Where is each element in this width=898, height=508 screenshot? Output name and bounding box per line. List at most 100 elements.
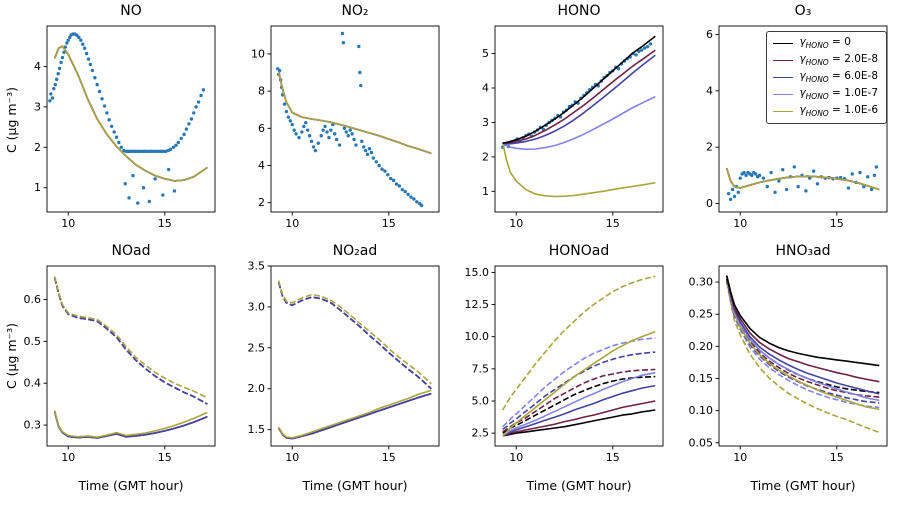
plot-title-no2ad: NO₂ad — [332, 243, 378, 259]
svg-text:10: 10 — [733, 217, 747, 230]
svg-text:0.15: 0.15 — [689, 372, 714, 385]
svg-text:4: 4 — [34, 60, 41, 73]
svg-text:4: 4 — [258, 159, 265, 172]
svg-text:2.0: 2.0 — [248, 382, 266, 395]
svg-text:0.20: 0.20 — [689, 340, 714, 353]
x-axis-label: Time (GMT hour) — [302, 478, 408, 493]
legend-entry: γHONO = 2.0E-8 — [773, 53, 878, 67]
svg-text:4: 4 — [706, 84, 713, 97]
svg-text:10.0: 10.0 — [465, 330, 490, 343]
svg-text:2: 2 — [34, 141, 41, 154]
svg-text:10: 10 — [509, 217, 523, 230]
plot-title-hno3ad: HNO₃ad — [775, 243, 831, 259]
honoad-plot-area: 2.5 5.0 7.5 10.0 12.5 15.0 10 15 — [465, 265, 664, 464]
svg-text:0: 0 — [706, 197, 713, 210]
no-plot-area: 1 2 3 4 10 15 — [34, 25, 216, 230]
svg-text:0.25: 0.25 — [689, 308, 714, 321]
svg-text:6: 6 — [258, 122, 265, 135]
svg-text:0.05: 0.05 — [689, 436, 714, 449]
svg-text:6: 6 — [706, 28, 713, 41]
svg-text:15: 15 — [158, 451, 172, 464]
plot-title-no2: NO₂ — [341, 3, 369, 19]
subplot-hno3ad: HNO₃ad 0.05 0.10 0.15 0.20 0.25 0.30 10 15 Time… — [673, 240, 897, 508]
legend: γHONO = 0 γHONO = 2.0E-8 γHONO = 6.0E-8 γHO… — [766, 31, 887, 125]
svg-text:0.5: 0.5 — [24, 335, 42, 348]
y-axis-label: C (μg m⁻³) — [4, 322, 19, 390]
legend-line-sample — [773, 59, 794, 61]
plot-title-hono: HONO — [557, 3, 601, 19]
subplot-o3: O₃ 0 2 4 6 10 15 γHONO = 0 γHONO = 2.0E-8 γHONO… — [673, 0, 897, 240]
legend-entry: γHONO = 1.0E-7 — [773, 87, 878, 101]
svg-text:0.30: 0.30 — [689, 276, 714, 289]
svg-text:3: 3 — [482, 116, 489, 129]
subplot-no: NO 1 2 3 4 10 15 C (μg m⁻³) — [1, 0, 225, 240]
subplot-no2: NO₂ 2 4 6 8 10 10 15 — [225, 0, 449, 240]
svg-text:10: 10 — [733, 451, 747, 464]
noad-plot-area: 0.3 0.4 0.5 0.6 10 15 — [24, 265, 216, 464]
y-axis-label: C (μg m⁻³) — [4, 86, 19, 154]
svg-text:4: 4 — [482, 82, 489, 95]
legend-label: γHONO = 1.0E-7 — [799, 87, 878, 102]
svg-text:3.5: 3.5 — [248, 260, 266, 273]
svg-text:0.3: 0.3 — [24, 419, 42, 432]
svg-text:10: 10 — [61, 451, 75, 464]
svg-text:15: 15 — [830, 217, 844, 230]
svg-text:3: 3 — [34, 100, 41, 113]
subplot-no2ad: NO₂ad 1.5 2.0 2.5 3.0 3.5 10 15 Time (GMT hour… — [225, 240, 449, 508]
svg-text:2: 2 — [706, 141, 713, 154]
o3-plot-area: 0 2 4 6 10 15 — [706, 25, 888, 230]
x-axis-label: Time (GMT hour) — [750, 478, 856, 493]
plot-title-no: NO — [120, 3, 142, 19]
svg-text:10: 10 — [509, 451, 523, 464]
svg-text:15: 15 — [158, 217, 172, 230]
svg-text:1: 1 — [34, 181, 41, 194]
subplot-honoad: HONOad 2.5 5.0 7.5 10.0 12.5 15.0 10 15 Time (G… — [449, 240, 673, 508]
svg-text:2.5: 2.5 — [472, 427, 490, 440]
legend-entry: γHONO = 6.0E-8 — [773, 70, 878, 84]
svg-text:10: 10 — [251, 47, 265, 60]
svg-text:8: 8 — [258, 85, 265, 98]
svg-text:15: 15 — [382, 217, 396, 230]
plot-title-o3: O₃ — [794, 3, 812, 19]
svg-text:0.6: 0.6 — [24, 293, 42, 306]
legend-entry: γHONO = 0 — [773, 36, 878, 50]
legend-line-sample — [773, 93, 794, 95]
svg-text:3.0: 3.0 — [248, 300, 266, 313]
svg-text:10: 10 — [61, 217, 75, 230]
legend-label: γHONO = 2.0E-8 — [799, 53, 878, 68]
svg-text:10: 10 — [285, 451, 299, 464]
hono-plot-area: 1 2 3 4 5 10 15 — [482, 25, 664, 230]
plot-title-noad: NOad — [111, 243, 151, 259]
svg-text:12.5: 12.5 — [465, 298, 490, 311]
legend-line-sample — [773, 76, 794, 78]
legend-line-sample — [773, 110, 794, 112]
svg-text:15.0: 15.0 — [465, 266, 490, 279]
svg-text:15: 15 — [830, 451, 844, 464]
svg-text:0.4: 0.4 — [24, 377, 42, 390]
legend-label: γHONO = 1.0E-6 — [799, 104, 878, 119]
no2-plot-area: 2 4 6 8 10 10 15 — [251, 25, 440, 230]
svg-text:2: 2 — [482, 150, 489, 163]
legend-line-sample — [773, 42, 794, 44]
svg-text:10: 10 — [285, 217, 299, 230]
svg-text:15: 15 — [606, 451, 620, 464]
svg-text:5.0: 5.0 — [472, 395, 490, 408]
legend-label: γHONO = 0 — [799, 36, 851, 51]
subplot-hono: HONO 1 2 3 4 5 10 15 — [449, 0, 673, 240]
svg-text:2.5: 2.5 — [248, 341, 266, 354]
svg-text:15: 15 — [382, 451, 396, 464]
x-axis-label: Time (GMT hour) — [526, 478, 632, 493]
x-axis-label: Time (GMT hour) — [78, 478, 184, 493]
svg-text:15: 15 — [606, 217, 620, 230]
no2ad-plot-area: 1.5 2.0 2.5 3.0 3.5 10 15 — [248, 260, 440, 464]
plot-title-honoad: HONOad — [548, 243, 610, 259]
svg-text:0.10: 0.10 — [689, 404, 714, 417]
svg-text:1: 1 — [482, 185, 489, 198]
svg-text:1.5: 1.5 — [248, 423, 266, 436]
svg-text:2: 2 — [258, 196, 265, 209]
svg-text:5: 5 — [482, 47, 489, 60]
subplot-noad: NOad 0.3 0.4 0.5 0.6 10 15 C (μg m⁻³) Time (G… — [1, 240, 225, 508]
svg-text:7.5: 7.5 — [472, 362, 490, 375]
legend-entry: γHONO = 1.0E-6 — [773, 104, 878, 118]
